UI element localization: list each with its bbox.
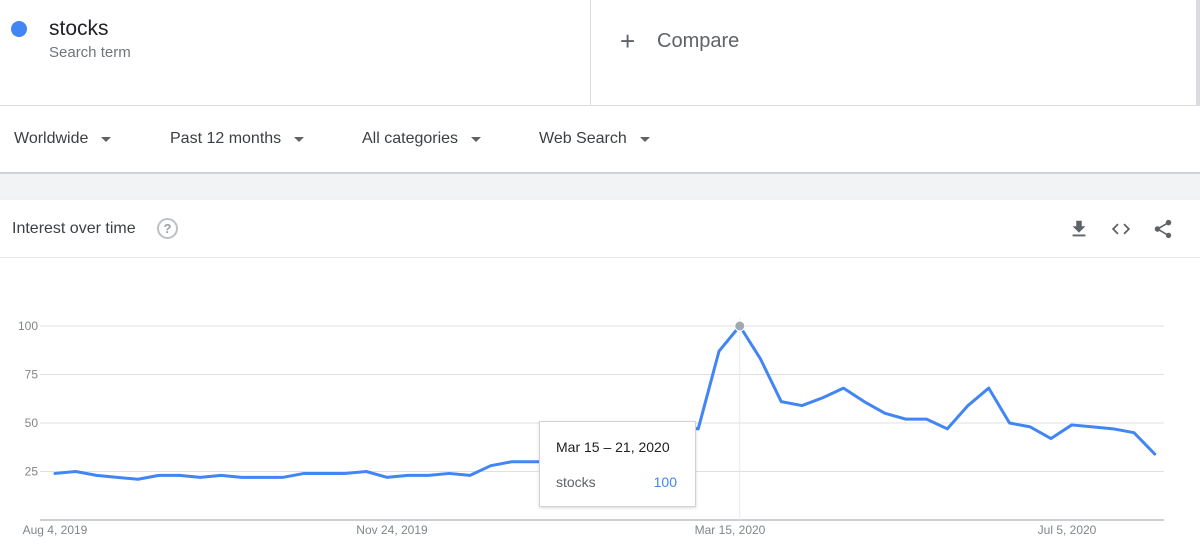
tooltip-value: 100 [653, 474, 677, 490]
download-icon[interactable] [1068, 218, 1090, 240]
x-tick-label: Aug 4, 2019 [23, 523, 88, 537]
region-filter-dropdown[interactable]: Worldwide [14, 130, 112, 148]
tooltip-date: Mar 15 – 21, 2020 [556, 439, 670, 455]
caret-down-icon [101, 136, 112, 142]
card-header: Interest over time ? [0, 200, 1200, 258]
search-type-filter-dropdown[interactable]: Web Search [539, 130, 650, 148]
category-filter-dropdown[interactable]: All categories [362, 130, 482, 148]
compare-button[interactable]: + Compare [620, 28, 739, 54]
highlight-point[interactable] [734, 320, 746, 332]
compare-label: Compare [657, 29, 740, 52]
time-range-filter-label: Past 12 months [170, 130, 282, 147]
plus-icon: + [620, 26, 636, 56]
y-tick-label: 75 [25, 368, 39, 382]
embed-code-icon[interactable] [1110, 218, 1132, 240]
filter-bar: Worldwide Past 12 months All categories … [0, 106, 1200, 174]
term-color-dot [11, 21, 27, 37]
y-tick-label: 25 [25, 465, 39, 479]
search-term-subtitle: Search term [49, 44, 131, 61]
card-title: Interest over time [12, 220, 136, 237]
y-tick-label: 100 [18, 319, 38, 333]
caret-down-icon [639, 136, 650, 142]
search-term-bar: stocks Search term + Compare [0, 0, 1200, 106]
scrollbar[interactable] [1196, 0, 1200, 106]
region-filter-label: Worldwide [14, 130, 89, 147]
chart-tooltip: Mar 15 – 21, 2020 stocks 100 [539, 421, 696, 507]
caret-down-icon [471, 136, 482, 142]
search-term-name[interactable]: stocks [49, 17, 109, 40]
search-type-filter-label: Web Search [539, 130, 627, 147]
time-range-filter-dropdown[interactable]: Past 12 months [170, 130, 305, 148]
x-tick-label: Nov 24, 2019 [356, 523, 428, 537]
caret-down-icon [294, 136, 305, 142]
category-filter-label: All categories [362, 130, 459, 147]
search-term-card[interactable]: stocks Search term [0, 0, 591, 106]
x-tick-label: Jul 5, 2020 [1038, 523, 1097, 537]
share-icon[interactable] [1152, 218, 1174, 240]
help-icon[interactable]: ? [157, 218, 178, 239]
tooltip-term: stocks [556, 474, 596, 490]
x-tick-label: Mar 15, 2020 [695, 523, 766, 537]
y-tick-label: 50 [25, 416, 39, 430]
